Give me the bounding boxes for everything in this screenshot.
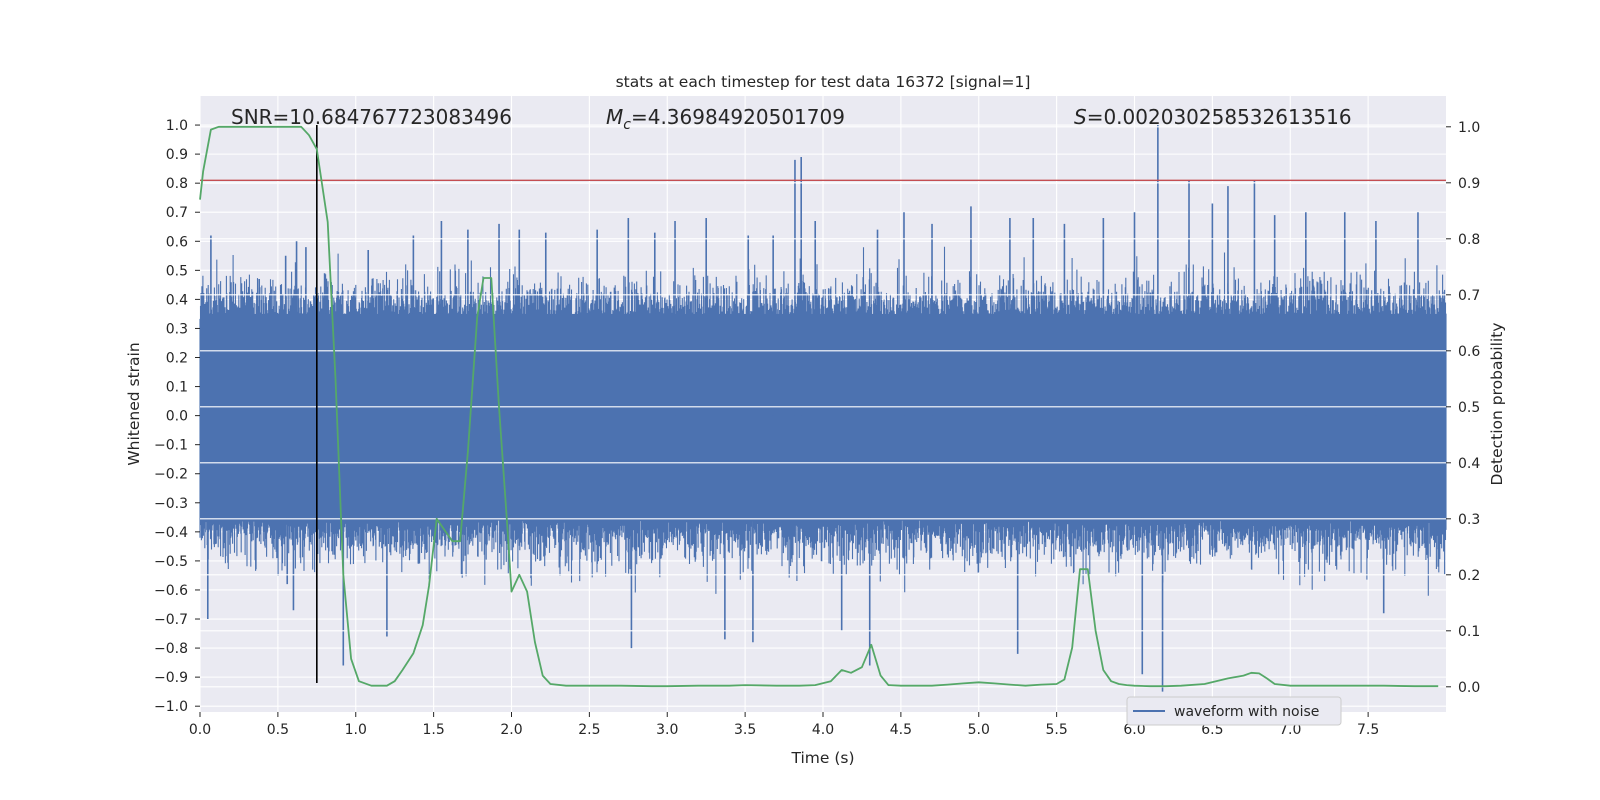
chirp-mass-subscript: c [623,117,631,133]
y-left-tick-label: −0.9 [154,670,188,686]
y-left-tick-label: 0.2 [166,351,188,367]
waveform-with-noise-series [199,125,1447,692]
chirp-mass-annotation: Mc=4.36984920501709 [606,105,845,133]
x-tick-label: 1.0 [345,722,367,738]
y-left-tick-label: 0.0 [166,409,188,425]
detection-probability-series [199,125,1439,688]
s-annotation: S=0.002030258532613516 [1074,105,1352,129]
x-tick-label: 4.0 [812,722,834,738]
y-left-tick-label: 0.7 [166,205,188,221]
legend-label: waveform with noise [1174,704,1319,720]
y-left-tick-label: −0.3 [154,496,188,512]
x-tick-label: 5.5 [1045,722,1067,738]
chirp-mass-symbol: M [606,105,623,129]
y-left-tick-label: −1.0 [154,699,188,715]
x-tick-label: 0.0 [189,722,211,738]
x-tick-label: 7.5 [1357,722,1379,738]
x-tick-label: 1.5 [422,722,444,738]
x-tick-label: 3.0 [656,722,678,738]
x-tick-label: 4.5 [890,722,912,738]
y-right-tick-label: 0.9 [1458,176,1480,192]
overlay-lines [200,125,1446,688]
y-left-tick-label: −0.8 [154,641,188,657]
y-left-tick-label: −0.4 [154,525,188,541]
x-tick-label: 2.0 [500,722,522,738]
ticks: 0.0 0.5 1.0 1.5 2.0 2.5 3.0 3.5 4.0 4.5 5.0 5.5 6.0 6… [154,118,1480,738]
y-left-tick-label: 0.8 [166,176,188,192]
y-right-tick-label: 0.3 [1458,512,1480,528]
s-value: =0.002030258532613516 [1087,105,1352,129]
y-right-tick-label: 0.0 [1458,680,1480,696]
x-tick-label: 6.5 [1201,722,1223,738]
detection-probability-line [199,125,1439,688]
x-tick-label: 5.0 [968,722,990,738]
y-right-tick-label: 0.7 [1458,288,1480,304]
y-right-tick-label: 0.1 [1458,624,1480,640]
y-axis-label-right: Detection probability [1488,323,1506,486]
y-left-tick-label: −0.7 [154,612,188,628]
y-left-tick-label: −0.5 [154,554,188,570]
x-tick-label: 6.0 [1123,722,1145,738]
snr-annotation: SNR=10.684767723083496 [231,105,512,129]
y-left-tick-label: 0.3 [166,321,188,337]
y-right-tick-label: 1.0 [1458,120,1480,136]
y-right-tick-label: 0.8 [1458,232,1480,248]
chirp-mass-value: =4.36984920501709 [631,105,845,129]
waveform-noise-core [200,313,1446,518]
y-left-tick-label: −0.1 [154,438,188,454]
x-axis-label: Time (s) [790,749,854,767]
y-left-tick-label: 0.1 [166,380,188,396]
y-right-tick-label: 0.6 [1458,344,1480,360]
y-left-tick-label: 0.6 [166,234,188,250]
legend: waveform with noise [1126,696,1342,726]
s-symbol: S [1074,105,1087,129]
x-tick-label: 2.5 [578,722,600,738]
x-tick-label: 7.0 [1279,722,1301,738]
y-axis-label-left: Whitened strain [125,342,143,465]
y-left-tick-label: 0.4 [166,292,188,308]
y-left-tick-label: 1.0 [166,118,188,134]
legend-box [1126,696,1342,726]
y-left-tick-label: 0.9 [166,147,188,163]
y-right-tick-label: 0.5 [1458,400,1480,416]
y-right-tick-label: 0.4 [1458,456,1480,472]
chart-title: stats at each timestep for test data 163… [616,73,1031,91]
x-tick-label: 0.5 [267,722,289,738]
y-left-tick-label: 0.5 [166,263,188,279]
y-left-tick-label: −0.2 [154,467,188,483]
y-left-tick-label: −0.6 [154,583,188,599]
x-tick-label: 3.5 [734,722,756,738]
y-right-tick-label: 0.2 [1458,568,1480,584]
